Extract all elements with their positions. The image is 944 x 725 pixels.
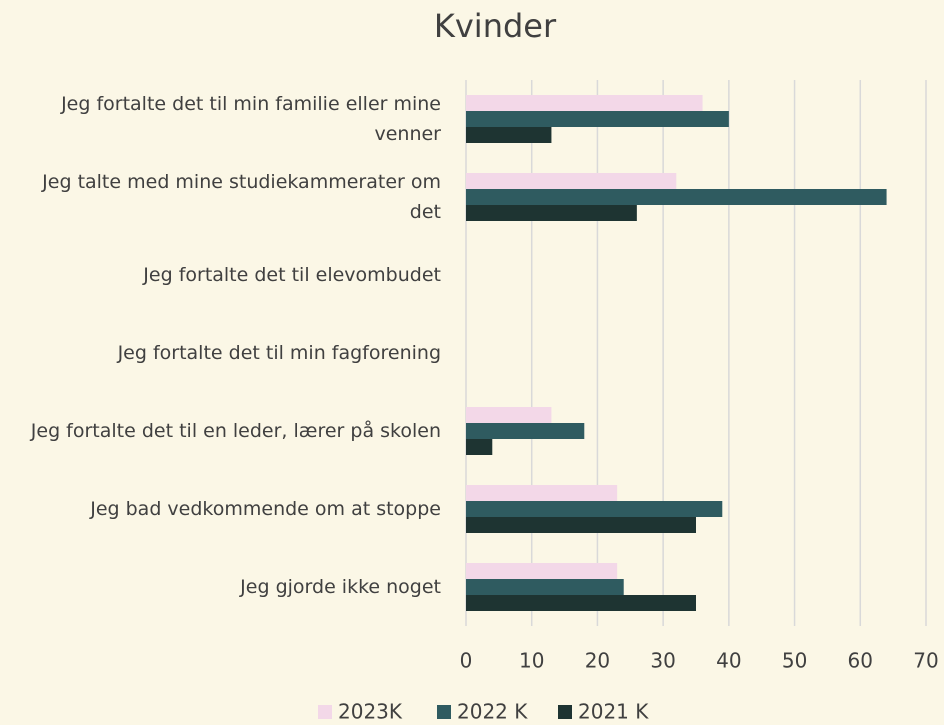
bar [466, 579, 624, 595]
x-tick-label: 30 [650, 649, 675, 673]
x-tick-label: 10 [519, 649, 544, 673]
legend-swatch [558, 705, 572, 719]
y-tick-label: Jeg talte med mine studiekammerater om d… [42, 171, 441, 223]
x-tick-label: 0 [460, 649, 473, 673]
y-tick-label: Jeg fortalte det til min fagforening [117, 342, 441, 364]
x-tick-label: 50 [782, 649, 807, 673]
y-tick-label: Jeg fortalte det til en leder, lærer på … [30, 420, 441, 442]
bar [466, 517, 696, 533]
bar [466, 95, 703, 111]
bar [466, 173, 677, 189]
bar [466, 189, 887, 205]
x-tick-label: 40 [716, 649, 741, 673]
legend-swatch [437, 705, 451, 719]
legend-label: 2022 K [457, 700, 528, 724]
bar [466, 407, 552, 423]
bar [466, 111, 729, 127]
x-tick-label: 20 [585, 649, 610, 673]
bar [466, 501, 723, 517]
x-tick-label: 60 [848, 649, 873, 673]
bar [466, 423, 585, 439]
x-tick-label: 70 [913, 649, 938, 673]
bar [466, 563, 618, 579]
y-tick-label: Jeg fortalte det til min familie eller m… [61, 93, 441, 145]
chart-title: Kvinder [434, 7, 557, 45]
legend-label: 2021 K [578, 700, 649, 724]
y-tick-label: Jeg fortalte det til elevombudet [143, 264, 441, 286]
bar [466, 205, 637, 221]
bar [466, 127, 552, 143]
legend-label: 2023K [338, 700, 403, 724]
y-tick-label: Jeg bad vedkommende om at stoppe [90, 498, 441, 520]
bar [466, 485, 618, 501]
legend-swatch [318, 705, 332, 719]
bar [466, 595, 696, 611]
y-tick-label: Jeg gjorde ikke noget [240, 576, 441, 598]
bar [466, 439, 493, 455]
